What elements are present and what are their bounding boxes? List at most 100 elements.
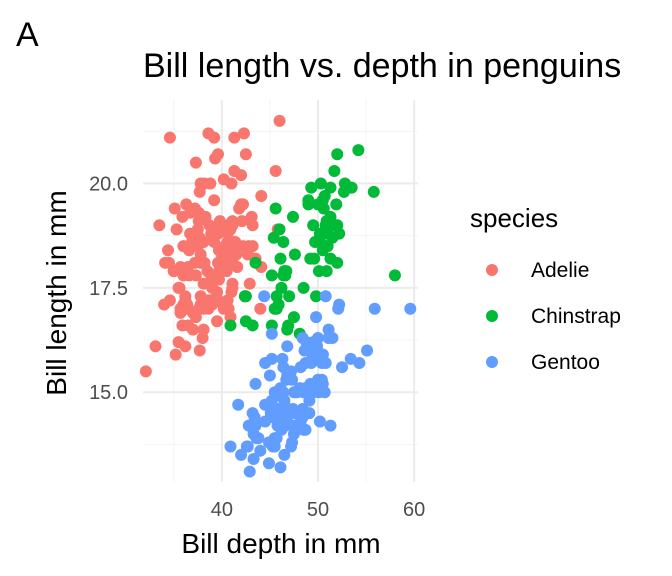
data-point-adelie <box>173 281 186 294</box>
data-point-adelie <box>189 156 202 169</box>
data-point-chinstrap <box>312 265 325 278</box>
data-point-chinstrap <box>287 210 299 223</box>
data-point-chinstrap <box>265 269 278 282</box>
data-point-chinstrap <box>267 231 280 244</box>
y-tick-label: 20.0 <box>89 173 128 195</box>
data-point-adelie <box>193 185 206 198</box>
data-point-gentoo <box>310 311 323 324</box>
data-point-gentoo <box>247 427 260 440</box>
y-tick-label: 17.5 <box>89 278 128 300</box>
data-point-adelie <box>217 173 230 186</box>
y-axis-label: Bill length in mm <box>41 190 72 395</box>
data-point-chinstrap <box>317 202 330 215</box>
data-point-gentoo <box>278 448 291 461</box>
data-point-adelie <box>189 269 202 282</box>
data-point-adelie <box>273 114 286 127</box>
data-point-chinstrap <box>288 248 301 261</box>
data-point-gentoo <box>254 444 267 457</box>
data-point-gentoo <box>293 382 306 395</box>
data-point-adelie <box>208 131 221 144</box>
data-point-chinstrap <box>273 223 286 236</box>
data-point-gentoo <box>297 423 310 436</box>
data-point-adelie <box>187 323 199 336</box>
data-point-gentoo <box>274 461 287 474</box>
data-point-adelie <box>177 298 190 311</box>
data-point-chinstrap <box>319 219 332 232</box>
data-point-chinstrap <box>313 231 326 244</box>
data-point-gentoo <box>281 415 294 428</box>
data-point-gentoo <box>368 302 381 315</box>
data-point-gentoo <box>268 407 281 420</box>
data-point-adelie <box>239 148 252 161</box>
data-point-chinstrap <box>265 319 278 332</box>
data-point-adelie <box>176 319 189 332</box>
data-point-gentoo <box>319 290 332 303</box>
data-point-gentoo <box>313 415 326 428</box>
data-point-chinstrap <box>308 252 321 265</box>
data-point-adelie <box>230 248 243 261</box>
data-point-gentoo <box>316 377 329 390</box>
data-point-adelie <box>236 215 249 228</box>
data-point-chinstrap <box>270 302 283 315</box>
legend-title: species <box>470 203 558 233</box>
data-point-gentoo <box>361 344 374 357</box>
data-point-chinstrap <box>277 269 290 282</box>
data-point-gentoo <box>224 440 237 453</box>
data-point-adelie <box>254 302 267 315</box>
data-point-gentoo <box>258 290 271 303</box>
data-point-gentoo <box>249 377 262 390</box>
data-point-chinstrap <box>281 323 294 336</box>
data-point-chinstrap <box>324 181 337 194</box>
data-point-adelie <box>180 198 193 211</box>
data-point-adelie <box>163 131 176 144</box>
data-point-adelie <box>196 331 209 344</box>
data-point-chinstrap <box>333 227 346 240</box>
data-point-gentoo <box>232 398 245 411</box>
legend-label-adelie: Adelie <box>531 259 589 282</box>
data-point-chinstrap <box>224 319 237 332</box>
data-point-adelie <box>228 131 241 144</box>
data-point-gentoo <box>248 411 261 424</box>
data-point-adelie <box>176 210 189 223</box>
data-point-chinstrap <box>239 315 252 328</box>
data-point-gentoo <box>333 298 346 311</box>
data-point-gentoo <box>344 352 357 365</box>
legend-label-gentoo: Gentoo <box>531 351 600 374</box>
data-point-gentoo <box>275 423 288 436</box>
data-point-gentoo <box>300 336 313 349</box>
data-point-chinstrap <box>305 181 318 194</box>
data-point-adelie <box>189 311 202 324</box>
data-point-adelie <box>237 127 250 140</box>
legend-key-adelie <box>486 264 498 276</box>
data-point-gentoo <box>262 457 275 470</box>
data-point-gentoo <box>282 402 295 415</box>
data-point-adelie <box>153 219 166 232</box>
data-point-adelie <box>162 244 174 257</box>
data-point-chinstrap <box>274 252 287 265</box>
data-point-chinstrap <box>331 148 344 161</box>
legend: species Adelie Chinstrap Gentoo <box>470 203 621 374</box>
data-point-adelie <box>215 252 228 265</box>
data-point-gentoo <box>243 465 256 478</box>
data-point-gentoo <box>247 453 260 466</box>
data-point-gentoo <box>265 327 278 340</box>
data-point-adelie <box>193 344 206 357</box>
data-point-chinstrap <box>331 256 344 269</box>
data-point-chinstrap <box>302 194 315 207</box>
data-point-gentoo <box>336 361 349 374</box>
data-point-chinstrap <box>314 177 327 190</box>
legend-key-gentoo <box>486 356 498 368</box>
data-point-chinstrap <box>318 190 331 203</box>
data-point-adelie <box>183 244 196 257</box>
data-point-chinstrap <box>283 290 296 303</box>
data-point-adelie <box>202 277 215 290</box>
data-point-gentoo <box>285 365 298 378</box>
data-point-chinstrap <box>307 219 320 232</box>
data-point-chinstrap <box>269 202 282 215</box>
data-point-adelie <box>168 202 181 215</box>
data-point-gentoo <box>281 340 294 353</box>
data-point-adelie <box>206 298 219 311</box>
data-point-adelie <box>245 210 258 223</box>
data-point-chinstrap <box>367 185 380 198</box>
